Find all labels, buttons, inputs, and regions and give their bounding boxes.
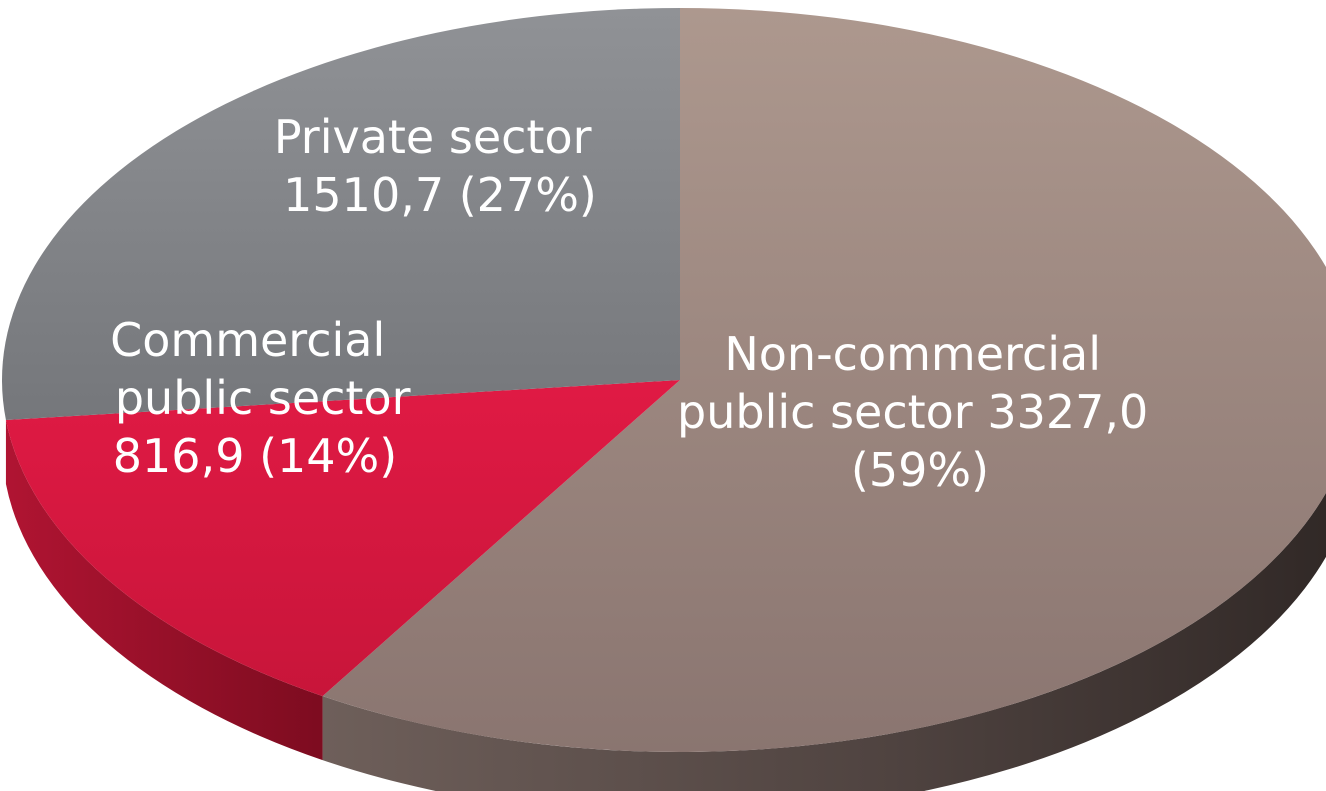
slice-side-commercial-public-sector (5, 420, 323, 761)
label-line: 1510,7 (27%) (283, 168, 597, 222)
label-line: public sector 3327,0 (677, 385, 1148, 439)
slice-commercial-public-sector (5, 380, 680, 697)
label-line: Private sector (274, 110, 592, 164)
slice-labels: Non-commercial public sector 3327,0 (59%… (110, 110, 1163, 497)
label-line: 816,9 (14%) (113, 429, 397, 483)
label-non-commercial-public-sector: Non-commercial public sector 3327,0 (59%… (677, 327, 1163, 497)
label-line: (59%) (851, 443, 989, 497)
label-commercial-public-sector: Commercial public sector 816,9 (14%) (110, 313, 425, 483)
slice-non-commercial-public-sector (322, 8, 1326, 752)
slice-private-sector (2, 8, 681, 421)
label-line: Commercial (110, 313, 385, 367)
pie-tops (2, 8, 1326, 752)
label-line: public sector (115, 371, 411, 425)
label-private-sector: Private sector 1510,7 (27%) (274, 110, 606, 222)
label-line: Non-commercial (724, 327, 1101, 381)
pie-sides (5, 420, 1326, 791)
slice-side-non-commercial-public-sector (322, 492, 1326, 791)
